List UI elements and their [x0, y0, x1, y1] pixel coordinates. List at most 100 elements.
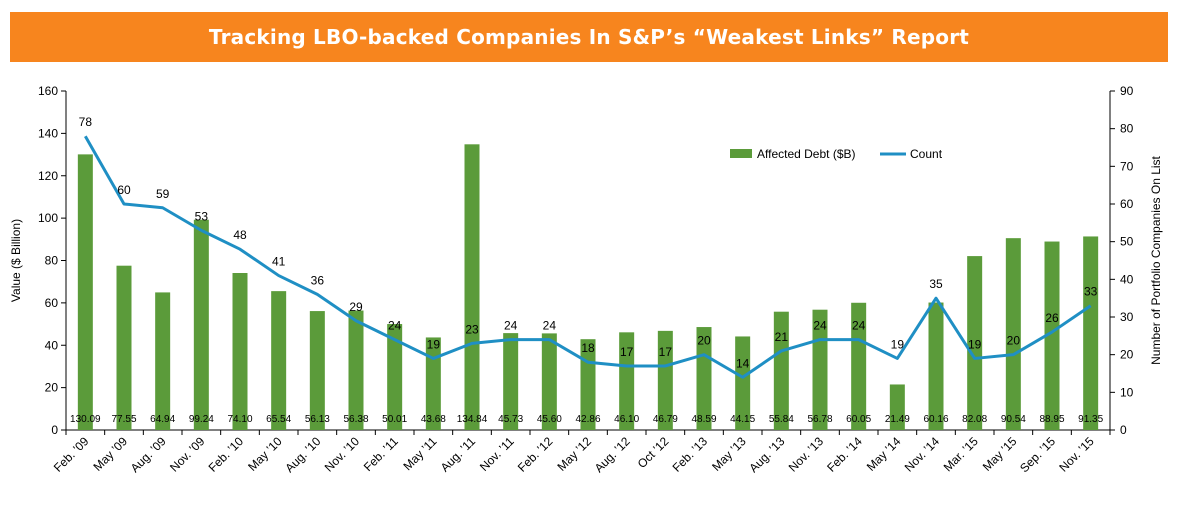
- bar: [851, 302, 867, 430]
- count-value-label: 20: [697, 334, 711, 348]
- count-value-label: 48: [233, 228, 247, 242]
- bar: [696, 327, 712, 430]
- bar-value-label: 21.49: [885, 414, 910, 425]
- bar-value-label: 82.08: [962, 414, 987, 425]
- x-tick-label: Feb. ’11: [361, 434, 401, 474]
- y2-tick-label: 20: [1120, 348, 1134, 362]
- x-tick-label: Feb. ’09: [51, 434, 92, 475]
- count-value-label: 60: [117, 183, 131, 197]
- bar: [967, 256, 983, 430]
- count-value-label: 19: [891, 337, 905, 351]
- bar: [928, 302, 944, 430]
- bar-value-label: 56.38: [343, 414, 368, 425]
- count-value-label: 24: [543, 319, 557, 333]
- bar-value-label: 74.10: [227, 414, 252, 425]
- y2-tick-label: 70: [1120, 159, 1134, 173]
- x-tick-label: Feb. ’10: [206, 434, 247, 475]
- x-tick-label: Aug. ’09: [128, 434, 169, 475]
- bar-value-label: 56.13: [305, 414, 330, 425]
- bar: [425, 337, 441, 430]
- x-tick-label: May ’13: [709, 434, 749, 474]
- bar-value-label: 45.60: [537, 414, 562, 425]
- bar-value-label: 60.05: [846, 414, 871, 425]
- count-value-label: 26: [1045, 311, 1059, 325]
- bar: [309, 311, 325, 430]
- count-value-label: 23: [465, 322, 479, 336]
- x-tick-label: Sep. ’15: [1017, 434, 1058, 475]
- x-tick-label: Aug. ’11: [438, 434, 479, 475]
- y-axis-title: Value ($ Billion): [9, 219, 23, 302]
- bar: [1083, 236, 1099, 430]
- x-tick-label: May ’11: [400, 434, 439, 473]
- bar-value-label: 46.79: [653, 414, 678, 425]
- bar-series: [77, 144, 1099, 431]
- x-tick-label: May ’12: [555, 434, 595, 474]
- bar-value-label: 77.55: [111, 414, 136, 425]
- bar-value-label: 134.84: [457, 414, 488, 425]
- x-tick-label: Nov. ’15: [1056, 434, 1097, 475]
- bar: [464, 144, 480, 431]
- bar: [348, 310, 364, 430]
- bar-value-label: 50.01: [382, 414, 407, 425]
- bar: [619, 332, 635, 430]
- bar-value-label: 42.86: [575, 414, 600, 425]
- legend: Affected Debt ($B) Count: [730, 147, 943, 161]
- count-value-label: 20: [1007, 334, 1021, 348]
- count-value-label: 17: [659, 345, 673, 359]
- title-banner: Tracking LBO-backed Companies In S&P’s “…: [10, 12, 1168, 62]
- bar-value-label: 55.84: [769, 414, 794, 425]
- bar-value-label: 44.15: [730, 414, 755, 425]
- bar: [503, 333, 519, 430]
- count-value-label: 35: [929, 277, 943, 291]
- bar-value-label: 90.54: [1001, 414, 1026, 425]
- y2-tick-label: 0: [1120, 423, 1127, 437]
- count-value-label: 24: [388, 319, 402, 333]
- legend-bar-swatch: [730, 149, 752, 158]
- bar: [889, 384, 905, 430]
- x-tick-label: Nov. ’09: [167, 434, 208, 475]
- count-value-label: 17: [620, 345, 634, 359]
- bar: [77, 154, 93, 430]
- x-tick-label: May ’09: [91, 434, 131, 474]
- bar: [155, 292, 171, 430]
- y-tick-label: 140: [38, 126, 58, 140]
- y-tick-label: 60: [45, 296, 59, 310]
- bar-value-label: 88.95: [1039, 414, 1064, 425]
- x-tick-label: Aug. ’10: [282, 434, 323, 475]
- count-value-label: 29: [349, 300, 363, 314]
- count-value-label: 24: [852, 319, 866, 333]
- count-value-label: 24: [504, 319, 518, 333]
- bar-value-label: 45.73: [498, 414, 523, 425]
- count-value-label: 19: [968, 337, 982, 351]
- y-tick-label: 160: [38, 84, 58, 98]
- bar-value-label: 43.68: [421, 414, 446, 425]
- count-value-label: 36: [311, 273, 325, 287]
- count-value-label: 14: [736, 356, 750, 370]
- chart-title: Tracking LBO-backed Companies In S&P’s “…: [208, 25, 970, 49]
- bar: [773, 311, 789, 430]
- bar: [116, 265, 132, 430]
- bar: [657, 330, 673, 430]
- data-labels: 130.09 77.55 64.94 99.24 74.10 65.54 56.13 56.3…: [70, 115, 1104, 425]
- bar-value-label: 64.94: [150, 414, 175, 425]
- bar-value-label: 130.09: [70, 414, 101, 425]
- x-tick-label: Feb. ’12: [515, 434, 556, 475]
- x-tick-label: May ’10: [245, 434, 285, 474]
- x-tick-label: Oct ’12: [635, 434, 672, 471]
- x-tick-label: Nov. ’13: [786, 434, 827, 475]
- bar: [735, 336, 751, 430]
- line-series: [84, 135, 1092, 379]
- x-tick-label: Aug. ’13: [746, 434, 787, 475]
- bar: [193, 219, 209, 430]
- bar-value-label: 65.54: [266, 414, 291, 425]
- x-tick-label: May ’15: [980, 434, 1020, 474]
- bar-value-label: 48.59: [691, 414, 716, 425]
- bar: [271, 291, 287, 430]
- bar: [1005, 238, 1021, 430]
- bar-value-label: 56.78: [807, 414, 832, 425]
- x-tick-label: Nov. ’11: [477, 434, 517, 474]
- count-value-label: 41: [272, 255, 286, 269]
- x-tick-label: May ’14: [864, 434, 904, 474]
- count-line: [84, 135, 1092, 379]
